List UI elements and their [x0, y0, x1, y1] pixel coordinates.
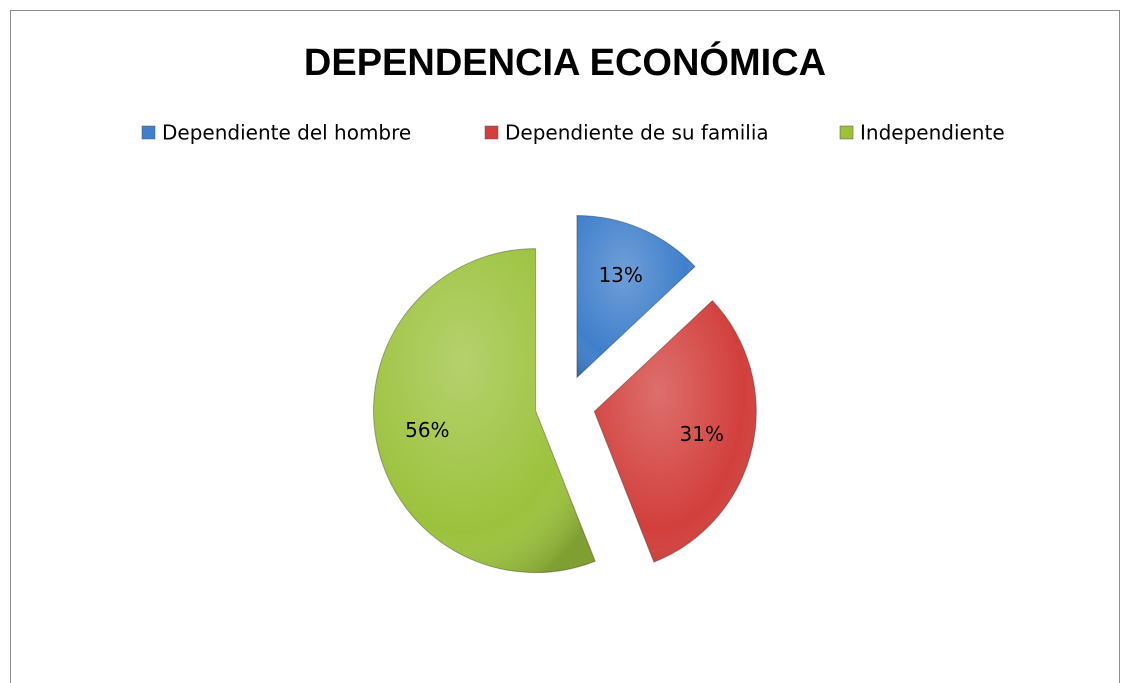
legend-swatch — [839, 125, 854, 140]
data-label: 13% — [598, 263, 642, 287]
legend-swatch — [484, 125, 499, 140]
legend-label: Dependiente del hombre — [162, 121, 411, 145]
pie-slice-shade — [576, 215, 696, 378]
chart-title: DEPENDENCIA ECONÓMICA — [304, 40, 826, 84]
legend-label: Independiente — [860, 121, 1005, 145]
pie-slice-shade — [373, 248, 596, 573]
legend-swatch — [141, 125, 156, 140]
legend-label: Dependiente de su familia — [505, 121, 769, 145]
data-label: 31% — [680, 422, 724, 446]
pie-slice-shade — [594, 300, 757, 563]
data-label: 56% — [405, 418, 449, 442]
chart-frame — [10, 10, 1120, 683]
